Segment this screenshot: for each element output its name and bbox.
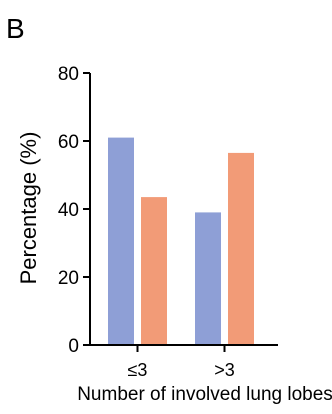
plot-area: 0 20 40 60 80 ≤3 >3 <box>58 64 278 380</box>
x-tick-label-2: >3 <box>214 360 235 380</box>
y-axis-title: Percentage (%) <box>16 132 41 285</box>
bar-2-series-1 <box>195 212 221 345</box>
bar-2-series-2 <box>228 152 254 345</box>
y-tick-label-80: 80 <box>58 64 79 85</box>
y-tick-label-20: 20 <box>58 268 79 289</box>
y-tick-label-60: 60 <box>58 132 79 153</box>
bar-1-series-2 <box>141 197 167 345</box>
x-tick-label-1: ≤3 <box>128 360 148 380</box>
bar-1-series-1 <box>108 137 134 345</box>
x-axis-title: Number of involved lung lobes <box>77 384 332 405</box>
panel-label: B <box>6 13 25 44</box>
y-tick-label-0: 0 <box>68 336 79 357</box>
y-tick-label-40: 40 <box>58 200 79 221</box>
